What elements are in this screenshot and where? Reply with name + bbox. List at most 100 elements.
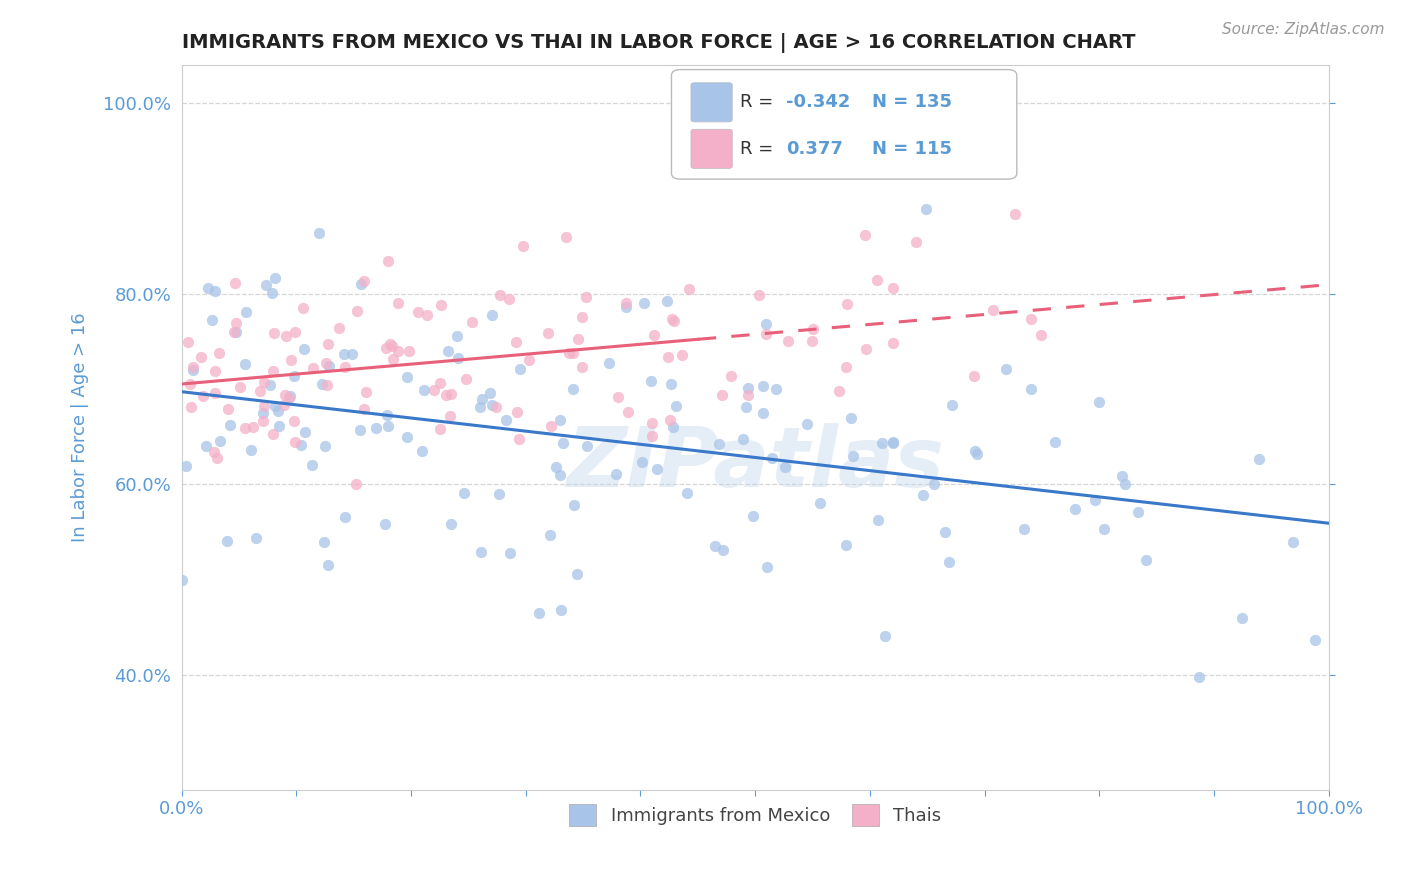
Point: [283, 368, 305, 383]
Point: [284, 434, 307, 449]
Point: [278, 389, 301, 403]
Point: [512, 239, 534, 253]
Point: [387, 296, 409, 310]
Point: [377, 254, 399, 268]
Point: [485, 400, 508, 414]
Point: [333, 510, 356, 524]
Point: [755, 326, 778, 341]
Text: Source: ZipAtlas.com: Source: ZipAtlas.com: [1222, 22, 1385, 37]
Point: [710, 387, 733, 401]
Point: [350, 277, 373, 291]
Point: [506, 405, 529, 419]
Point: [678, 282, 700, 296]
Point: [981, 303, 1004, 318]
Point: [222, 325, 245, 339]
Point: [314, 439, 336, 453]
Point: [346, 304, 368, 318]
Point: [308, 227, 330, 241]
Point: [381, 351, 404, 366]
Point: [218, 417, 240, 432]
Point: [252, 415, 274, 429]
Point: [340, 347, 363, 361]
Point: [737, 381, 759, 395]
Point: [333, 347, 356, 361]
Point: [495, 413, 517, 427]
Point: [446, 328, 468, 343]
Point: [641, 428, 664, 442]
Point: [174, 459, 197, 474]
Point: [631, 455, 654, 469]
Point: [1230, 611, 1253, 625]
Point: [181, 362, 204, 376]
Point: [411, 443, 433, 458]
Point: [661, 312, 683, 326]
Point: [434, 388, 457, 402]
Point: [353, 401, 375, 416]
Text: R =: R =: [741, 140, 779, 158]
Point: [311, 376, 333, 391]
Point: [665, 399, 688, 413]
Point: [773, 459, 796, 474]
Point: [742, 509, 765, 524]
Point: [606, 390, 628, 404]
Point: [641, 416, 664, 430]
Point: [614, 296, 637, 310]
Text: 0.377: 0.377: [786, 140, 844, 158]
Point: [965, 444, 987, 458]
Text: IMMIGRANTS FROM MEXICO VS THAI IN LABOR FORCE | AGE > 16 CORRELATION CHART: IMMIGRANTS FROM MEXICO VS THAI IN LABOR …: [181, 33, 1135, 53]
Point: [1029, 327, 1052, 342]
Point: [284, 325, 307, 339]
Point: [828, 384, 851, 399]
Point: [941, 398, 963, 412]
FancyBboxPatch shape: [672, 70, 1017, 179]
Point: [538, 528, 561, 542]
Point: [548, 413, 571, 427]
Point: [217, 402, 239, 417]
Point: [381, 339, 404, 353]
Point: [429, 422, 451, 436]
Point: [280, 352, 302, 367]
Point: [1114, 477, 1136, 491]
Point: [555, 229, 578, 244]
Point: [748, 288, 770, 302]
Point: [737, 388, 759, 402]
Point: [866, 273, 889, 287]
Point: [437, 343, 460, 358]
Point: [235, 305, 257, 319]
Point: [353, 274, 375, 288]
Text: R =: R =: [741, 94, 779, 112]
Point: [562, 345, 585, 359]
Point: [378, 337, 401, 351]
Point: [204, 364, 226, 378]
Point: [253, 376, 276, 390]
Point: [517, 353, 540, 368]
Point: [396, 369, 419, 384]
Point: [765, 383, 787, 397]
Point: [387, 343, 409, 358]
Point: [720, 369, 742, 384]
Point: [540, 419, 562, 434]
Point: [208, 346, 231, 360]
Point: [1019, 312, 1042, 326]
Point: [328, 321, 350, 335]
Point: [224, 277, 246, 291]
Point: [1282, 534, 1305, 549]
Point: [842, 449, 865, 463]
Point: [934, 524, 956, 539]
Point: [468, 401, 491, 415]
Point: [562, 498, 585, 512]
Point: [366, 421, 388, 435]
Text: N = 115: N = 115: [872, 140, 952, 158]
Point: [262, 427, 284, 442]
Point: [643, 328, 665, 343]
Point: [567, 332, 589, 346]
Point: [800, 334, 823, 348]
Point: [294, 342, 316, 356]
Point: [1126, 505, 1149, 519]
Point: [1092, 522, 1115, 536]
Point: [966, 447, 988, 461]
Point: [333, 360, 356, 375]
Point: [1111, 469, 1133, 483]
Point: [395, 430, 418, 444]
Point: [835, 297, 858, 311]
